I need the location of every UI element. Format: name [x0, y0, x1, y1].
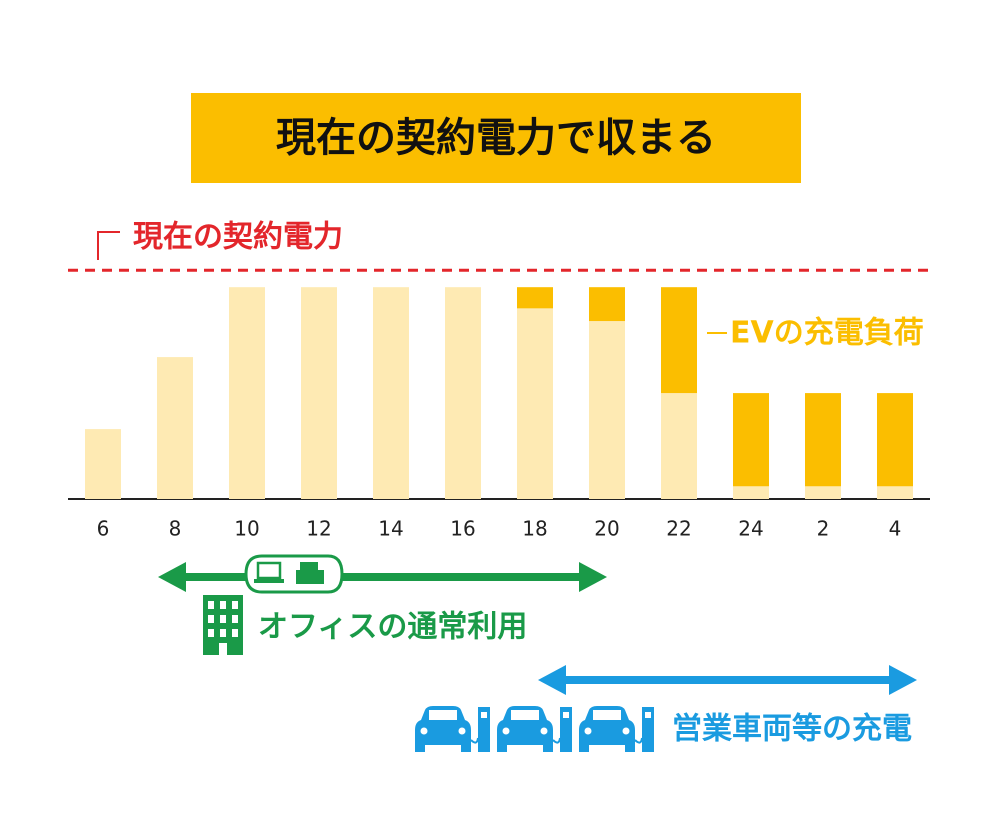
car-light: [584, 727, 592, 735]
annotation: オフィスの通常利用: [258, 610, 527, 645]
bar-segment: [373, 287, 409, 499]
bar-segment: [589, 287, 625, 322]
title-box: [191, 93, 801, 183]
car-light: [540, 727, 548, 735]
bar-segment: [733, 486, 769, 499]
bar-segment: [877, 393, 913, 487]
charger-screen: [645, 712, 651, 718]
bar-segment: [661, 393, 697, 499]
car-window: [593, 710, 621, 720]
bar-segment: [445, 287, 481, 499]
x-tick-label: 20: [594, 517, 619, 541]
ref-line-label: 現在の契約電力: [133, 220, 343, 255]
x-tick-label: 2: [817, 517, 830, 541]
office-arrow: [158, 562, 607, 592]
x-tick-label: 6: [97, 517, 110, 541]
x-tick-label: 12: [306, 517, 331, 541]
bar-segment: [733, 393, 769, 487]
bar-segment: [85, 429, 121, 499]
x-tick-label: 24: [738, 517, 763, 541]
bar-segment: [157, 357, 193, 499]
bar-segment: [517, 287, 553, 309]
charger-screen: [481, 712, 487, 718]
charger: [560, 707, 572, 752]
bar-segment: [517, 308, 553, 499]
car-light: [622, 727, 630, 735]
car-icons: [415, 706, 654, 752]
charger-cable: [470, 737, 479, 744]
x-tick-label: 8: [169, 517, 182, 541]
bar-segment: [229, 287, 265, 499]
bar-segment: [661, 287, 697, 394]
chart-title: 現在の契約電力で収まる: [276, 115, 716, 161]
car-light: [458, 727, 466, 735]
bar-segment: [301, 287, 337, 499]
car-light: [502, 727, 510, 735]
legend-label: EVの充電負荷: [730, 316, 924, 351]
car-light: [420, 727, 428, 735]
bar-segment: [589, 321, 625, 499]
x-tick-label: 16: [450, 517, 475, 541]
bar-segment: [877, 486, 913, 499]
charger-cable: [552, 737, 561, 744]
ref-bracket: [97, 231, 120, 260]
x-tick-label: 22: [666, 517, 691, 541]
charger: [478, 707, 490, 752]
office-bubble: [244, 554, 344, 594]
ev-arrow: [538, 665, 917, 695]
charger-screen: [563, 712, 569, 718]
bar-segment: [805, 393, 841, 487]
building-icon: [203, 595, 243, 655]
bar-segment: [805, 486, 841, 499]
x-tick-label: 18: [522, 517, 547, 541]
x-tick-label: 14: [378, 517, 403, 541]
charger: [642, 707, 654, 752]
x-tick-label: 4: [889, 517, 902, 541]
car-window: [511, 710, 539, 720]
x-tick-label: 10: [234, 517, 259, 541]
car-window: [429, 710, 457, 720]
annotation: 営業車両等の充電: [672, 712, 912, 747]
charger-cable: [634, 737, 643, 744]
